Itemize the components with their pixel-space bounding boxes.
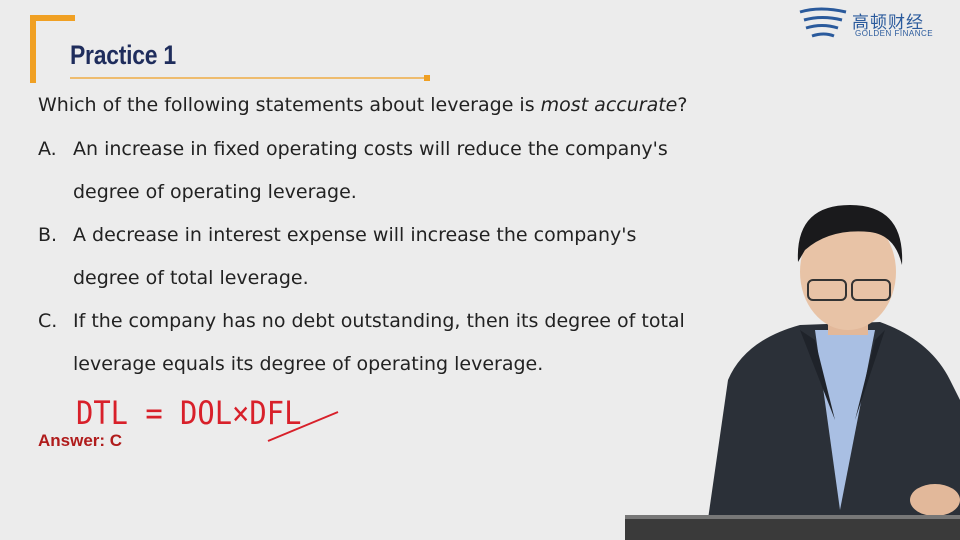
option-text: An increase in fixed operating costs wil…	[73, 138, 668, 203]
answer: Answer: C	[38, 431, 123, 450]
option-text: A decrease in interest expense will incr…	[73, 224, 637, 289]
strike-line	[267, 411, 339, 442]
slide-title: Practice 1	[70, 40, 176, 70]
note-struck: DFL	[249, 394, 302, 432]
option-label: B.	[38, 224, 58, 246]
presenter	[705, 205, 960, 540]
logo-subtitle: GOLDEN FINANCE	[855, 29, 934, 38]
bracket	[30, 15, 75, 83]
podium	[625, 515, 960, 540]
note-text: DTL = DOL×	[76, 394, 250, 432]
option-label: C.	[38, 310, 58, 332]
handwritten-note: DTL = DOL×DFL	[76, 394, 301, 432]
option-label: A.	[38, 138, 57, 160]
logo-name: 高顿财经	[852, 13, 924, 33]
question-end: ?	[677, 94, 688, 116]
question-text: Which of the following statements about …	[38, 94, 541, 116]
option-text: If the company has no debt outstanding, …	[73, 310, 685, 375]
question: Which of the following statements about …	[38, 94, 687, 116]
logo-mark	[799, 7, 847, 38]
question-emphasis: most accurate	[540, 94, 678, 116]
underline-end	[424, 75, 430, 81]
